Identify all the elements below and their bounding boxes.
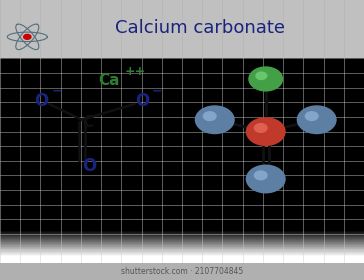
Circle shape xyxy=(297,105,337,134)
Text: O: O xyxy=(135,92,149,110)
Circle shape xyxy=(246,165,286,193)
Text: ++: ++ xyxy=(125,65,146,78)
Circle shape xyxy=(254,170,268,180)
Text: Ca: Ca xyxy=(98,73,120,88)
Text: O: O xyxy=(82,157,96,175)
Circle shape xyxy=(254,123,268,133)
Circle shape xyxy=(195,105,235,134)
Circle shape xyxy=(23,34,32,40)
FancyBboxPatch shape xyxy=(0,0,364,58)
Text: Calcium carbonate: Calcium carbonate xyxy=(115,19,285,37)
Circle shape xyxy=(255,71,268,80)
Circle shape xyxy=(246,117,286,146)
Text: −: − xyxy=(52,84,63,97)
Circle shape xyxy=(305,111,319,121)
Circle shape xyxy=(248,66,283,92)
Text: shutterstock.com · 2107704845: shutterstock.com · 2107704845 xyxy=(121,267,243,276)
Text: C: C xyxy=(82,115,93,130)
Text: −: − xyxy=(152,84,163,97)
Text: O: O xyxy=(35,92,49,110)
Circle shape xyxy=(203,111,217,121)
